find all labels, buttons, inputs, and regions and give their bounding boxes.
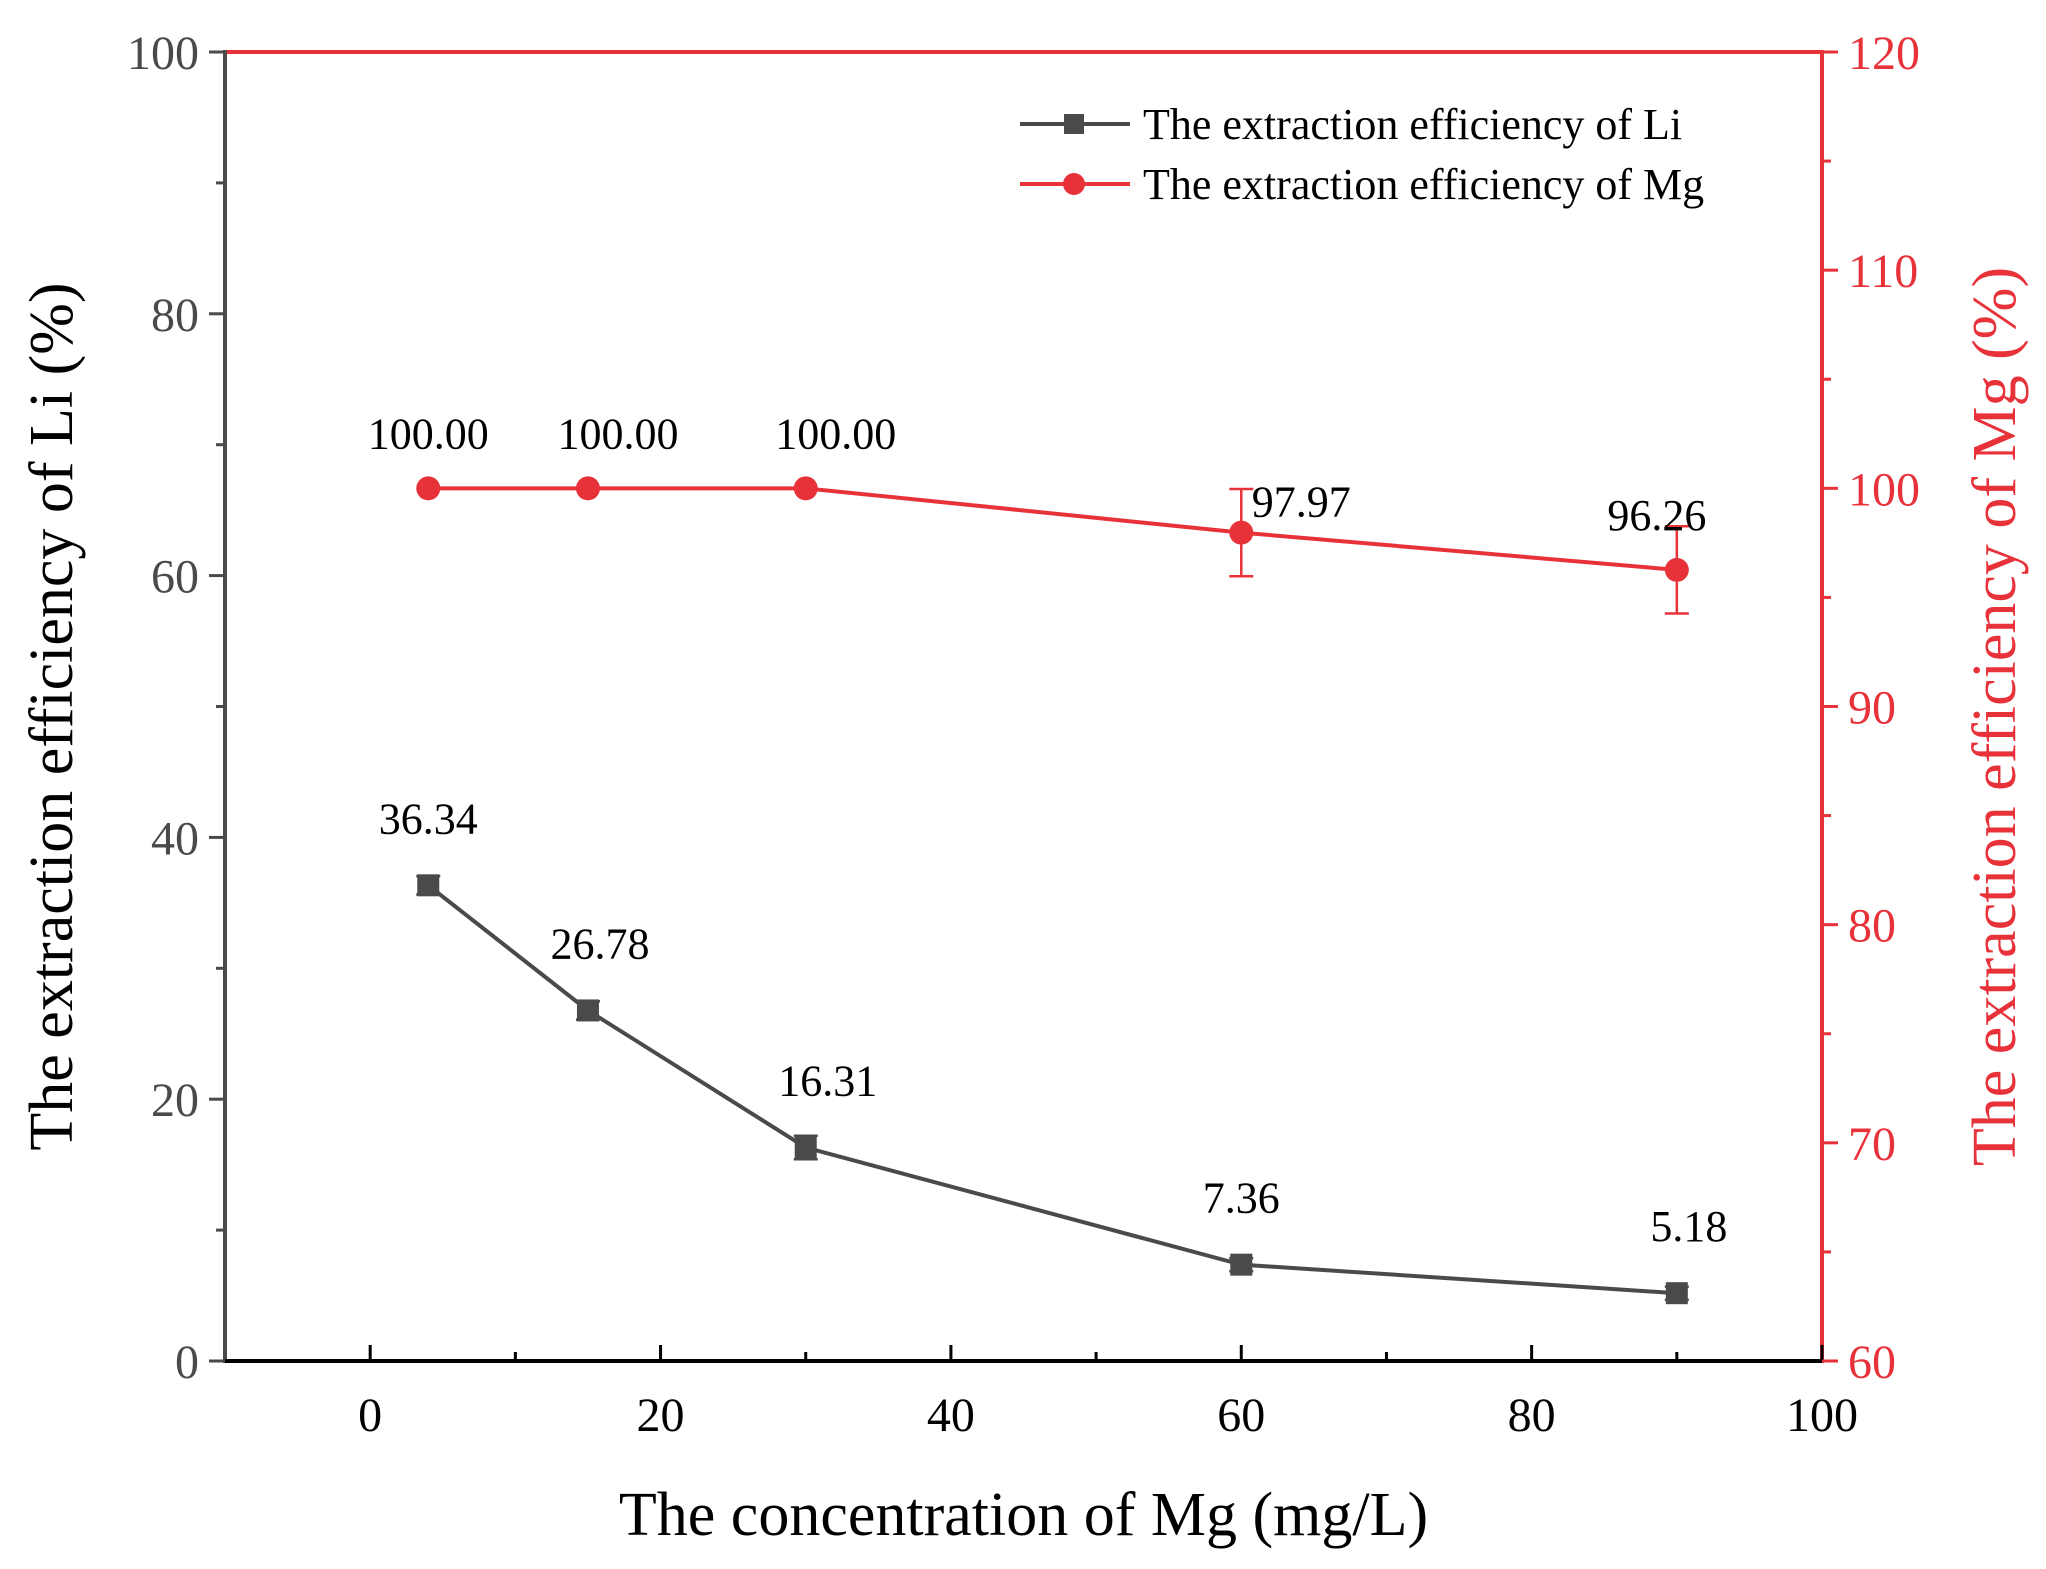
x-tick-label: 20	[637, 1389, 685, 1442]
mg-point	[575, 476, 600, 501]
mg-data-label: 100.00	[775, 409, 896, 458]
legend: The extraction efficiency of Li The extra…	[1020, 100, 1704, 209]
legend-marker-mg	[1063, 173, 1085, 195]
axes-layer: 0 20 40 60 80 1000204060801006070809010011012…	[127, 27, 1920, 1442]
legend-label-mg: The extraction efficiency of Mg	[1143, 160, 1704, 209]
mg-point	[1229, 520, 1254, 545]
mg-point	[1664, 557, 1689, 582]
right-y-tick-label: 90	[1848, 682, 1896, 735]
mg-data-label: 100.00	[368, 409, 489, 458]
li-point	[794, 1136, 817, 1159]
left-y-tick-label: 20	[151, 1074, 199, 1127]
mg-data-label: 96.26	[1607, 491, 1706, 540]
x-tick-label: 0	[358, 1389, 382, 1442]
x-tick-label: 40	[927, 1389, 975, 1442]
right-y-tick-label: 100	[1848, 463, 1920, 516]
mg-point	[416, 476, 441, 501]
li-data-label: 16.31	[778, 1057, 877, 1106]
mg-data-label: 97.97	[1252, 478, 1351, 527]
x-tick-label: 100	[1786, 1389, 1858, 1442]
right-y-tick-label: 110	[1848, 245, 1918, 298]
mg-point	[793, 476, 818, 501]
legend-marker-li	[1064, 114, 1084, 134]
left-y-tick-label: 60	[151, 551, 199, 604]
right-y-tick-label: 60	[1848, 1336, 1896, 1389]
right-y-axis-title: The extraction efficiency of Mg (%)	[1961, 267, 2029, 1166]
x-tick-label: 60	[1217, 1389, 1265, 1442]
li-point	[1230, 1253, 1253, 1276]
legend-label-li: The extraction efficiency of Li	[1143, 100, 1682, 149]
li-data-label: 36.34	[379, 794, 478, 843]
li-point	[417, 874, 440, 897]
li-point	[576, 999, 599, 1022]
right-y-tick-label: 120	[1848, 27, 1920, 80]
left-y-tick-label: 40	[151, 812, 199, 865]
data-layer: 36.34 26.78 16.31 7.36 5.18 100.00 100.00 100.0…	[368, 409, 1727, 1305]
left-y-tick-label: 0	[175, 1336, 199, 1389]
x-tick-label: 80	[1508, 1389, 1556, 1442]
left-y-tick-label: 80	[151, 289, 199, 342]
mg-data-label: 100.00	[557, 409, 678, 458]
x-axis-title: The concentration of Mg (mg/L)	[619, 1481, 1428, 1549]
li-data-label: 5.18	[1650, 1202, 1727, 1251]
left-y-tick-label: 100	[127, 27, 199, 80]
li-data-label: 26.78	[550, 919, 649, 968]
li-point	[1665, 1282, 1688, 1305]
li-data-label: 7.36	[1203, 1174, 1280, 1223]
right-y-tick-label: 80	[1848, 900, 1896, 953]
left-y-axis-title: The extraction efficiency of Li (%)	[18, 282, 86, 1150]
right-y-tick-label: 70	[1848, 1118, 1896, 1171]
mg-series-line	[428, 486, 1677, 572]
